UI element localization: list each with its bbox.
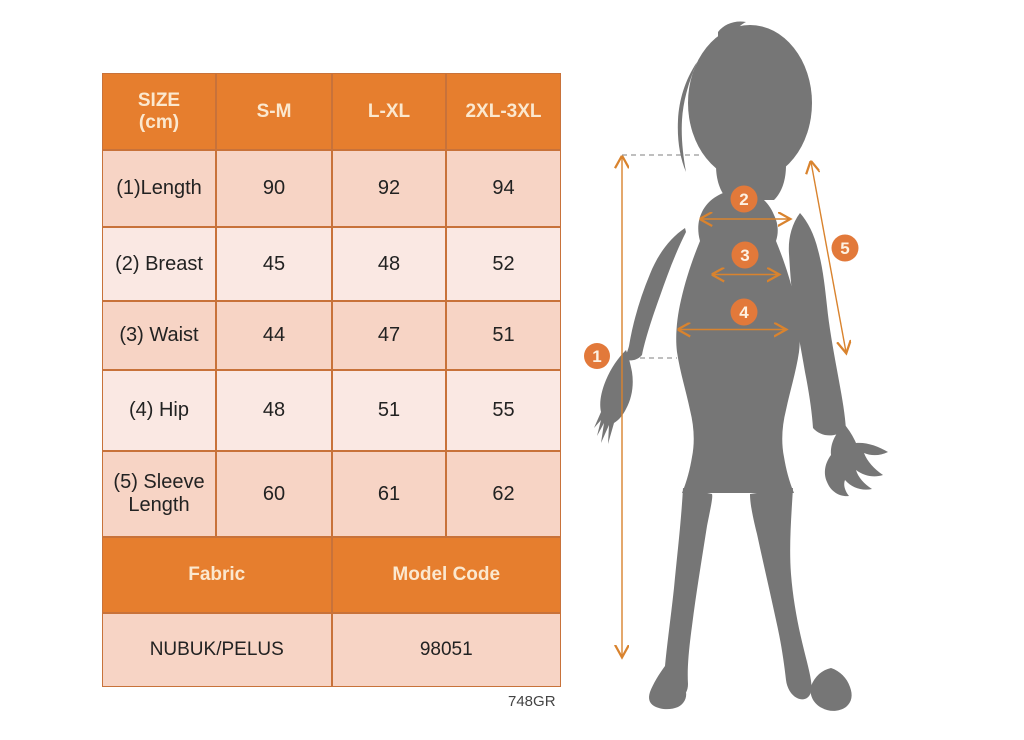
svg-text:3: 3 bbox=[740, 246, 749, 265]
svg-text:2: 2 bbox=[739, 190, 748, 209]
svg-text:5: 5 bbox=[840, 239, 849, 258]
svg-text:4: 4 bbox=[739, 303, 749, 322]
svg-text:1: 1 bbox=[592, 347, 601, 366]
